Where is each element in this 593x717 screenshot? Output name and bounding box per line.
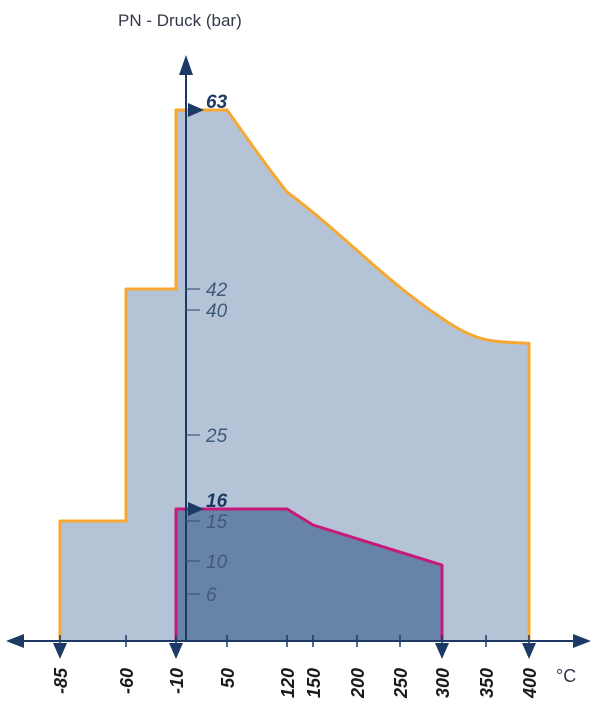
x-axis-ticks: -85 -60 -10 50 120 150 200 250 300 350 400 <box>51 635 540 699</box>
y-highlight-label: 16 <box>206 491 228 512</box>
x-axis-unit: °C <box>556 666 576 686</box>
y-axis-arrow-up <box>179 55 193 75</box>
x-tick-label: -60 <box>117 668 137 694</box>
x-axis-arrow-right <box>573 634 591 648</box>
series-inner-area <box>174 507 444 641</box>
y-tick-label: 15 <box>206 512 228 533</box>
x-tick-label: 300 <box>433 668 453 698</box>
x-tick-label: 350 <box>477 668 497 698</box>
chart-axes <box>6 55 591 648</box>
y-axis-label: PN - Druck (bar) <box>118 11 242 30</box>
x-tick-label: 200 <box>348 668 368 699</box>
chart-areas <box>58 108 531 641</box>
y-tick-label: 40 <box>206 301 228 322</box>
y-highlight-arrow <box>188 103 204 117</box>
x-axis-arrow-left <box>6 634 24 648</box>
x-tick-arrow <box>522 643 536 659</box>
y-highlight-arrow <box>188 502 204 516</box>
y-tick-label: 25 <box>205 426 228 447</box>
x-tick-label: -85 <box>51 667 71 694</box>
x-tick-label: 50 <box>218 668 238 688</box>
x-tick-arrow <box>169 643 183 659</box>
x-tick-label: 120 <box>278 668 298 698</box>
y-tick-label: 42 <box>206 280 228 301</box>
x-tick-arrow <box>435 643 449 659</box>
x-tick-arrow <box>53 643 67 659</box>
x-tick-label: 250 <box>391 668 411 699</box>
y-tick-label: 10 <box>206 552 228 573</box>
x-tick-label: 150 <box>304 668 324 698</box>
x-tick-label: -10 <box>167 668 187 694</box>
y-tick-label: 6 <box>206 585 217 606</box>
x-tick-label: 400 <box>520 668 540 699</box>
y-highlight-label: 63 <box>206 92 228 113</box>
